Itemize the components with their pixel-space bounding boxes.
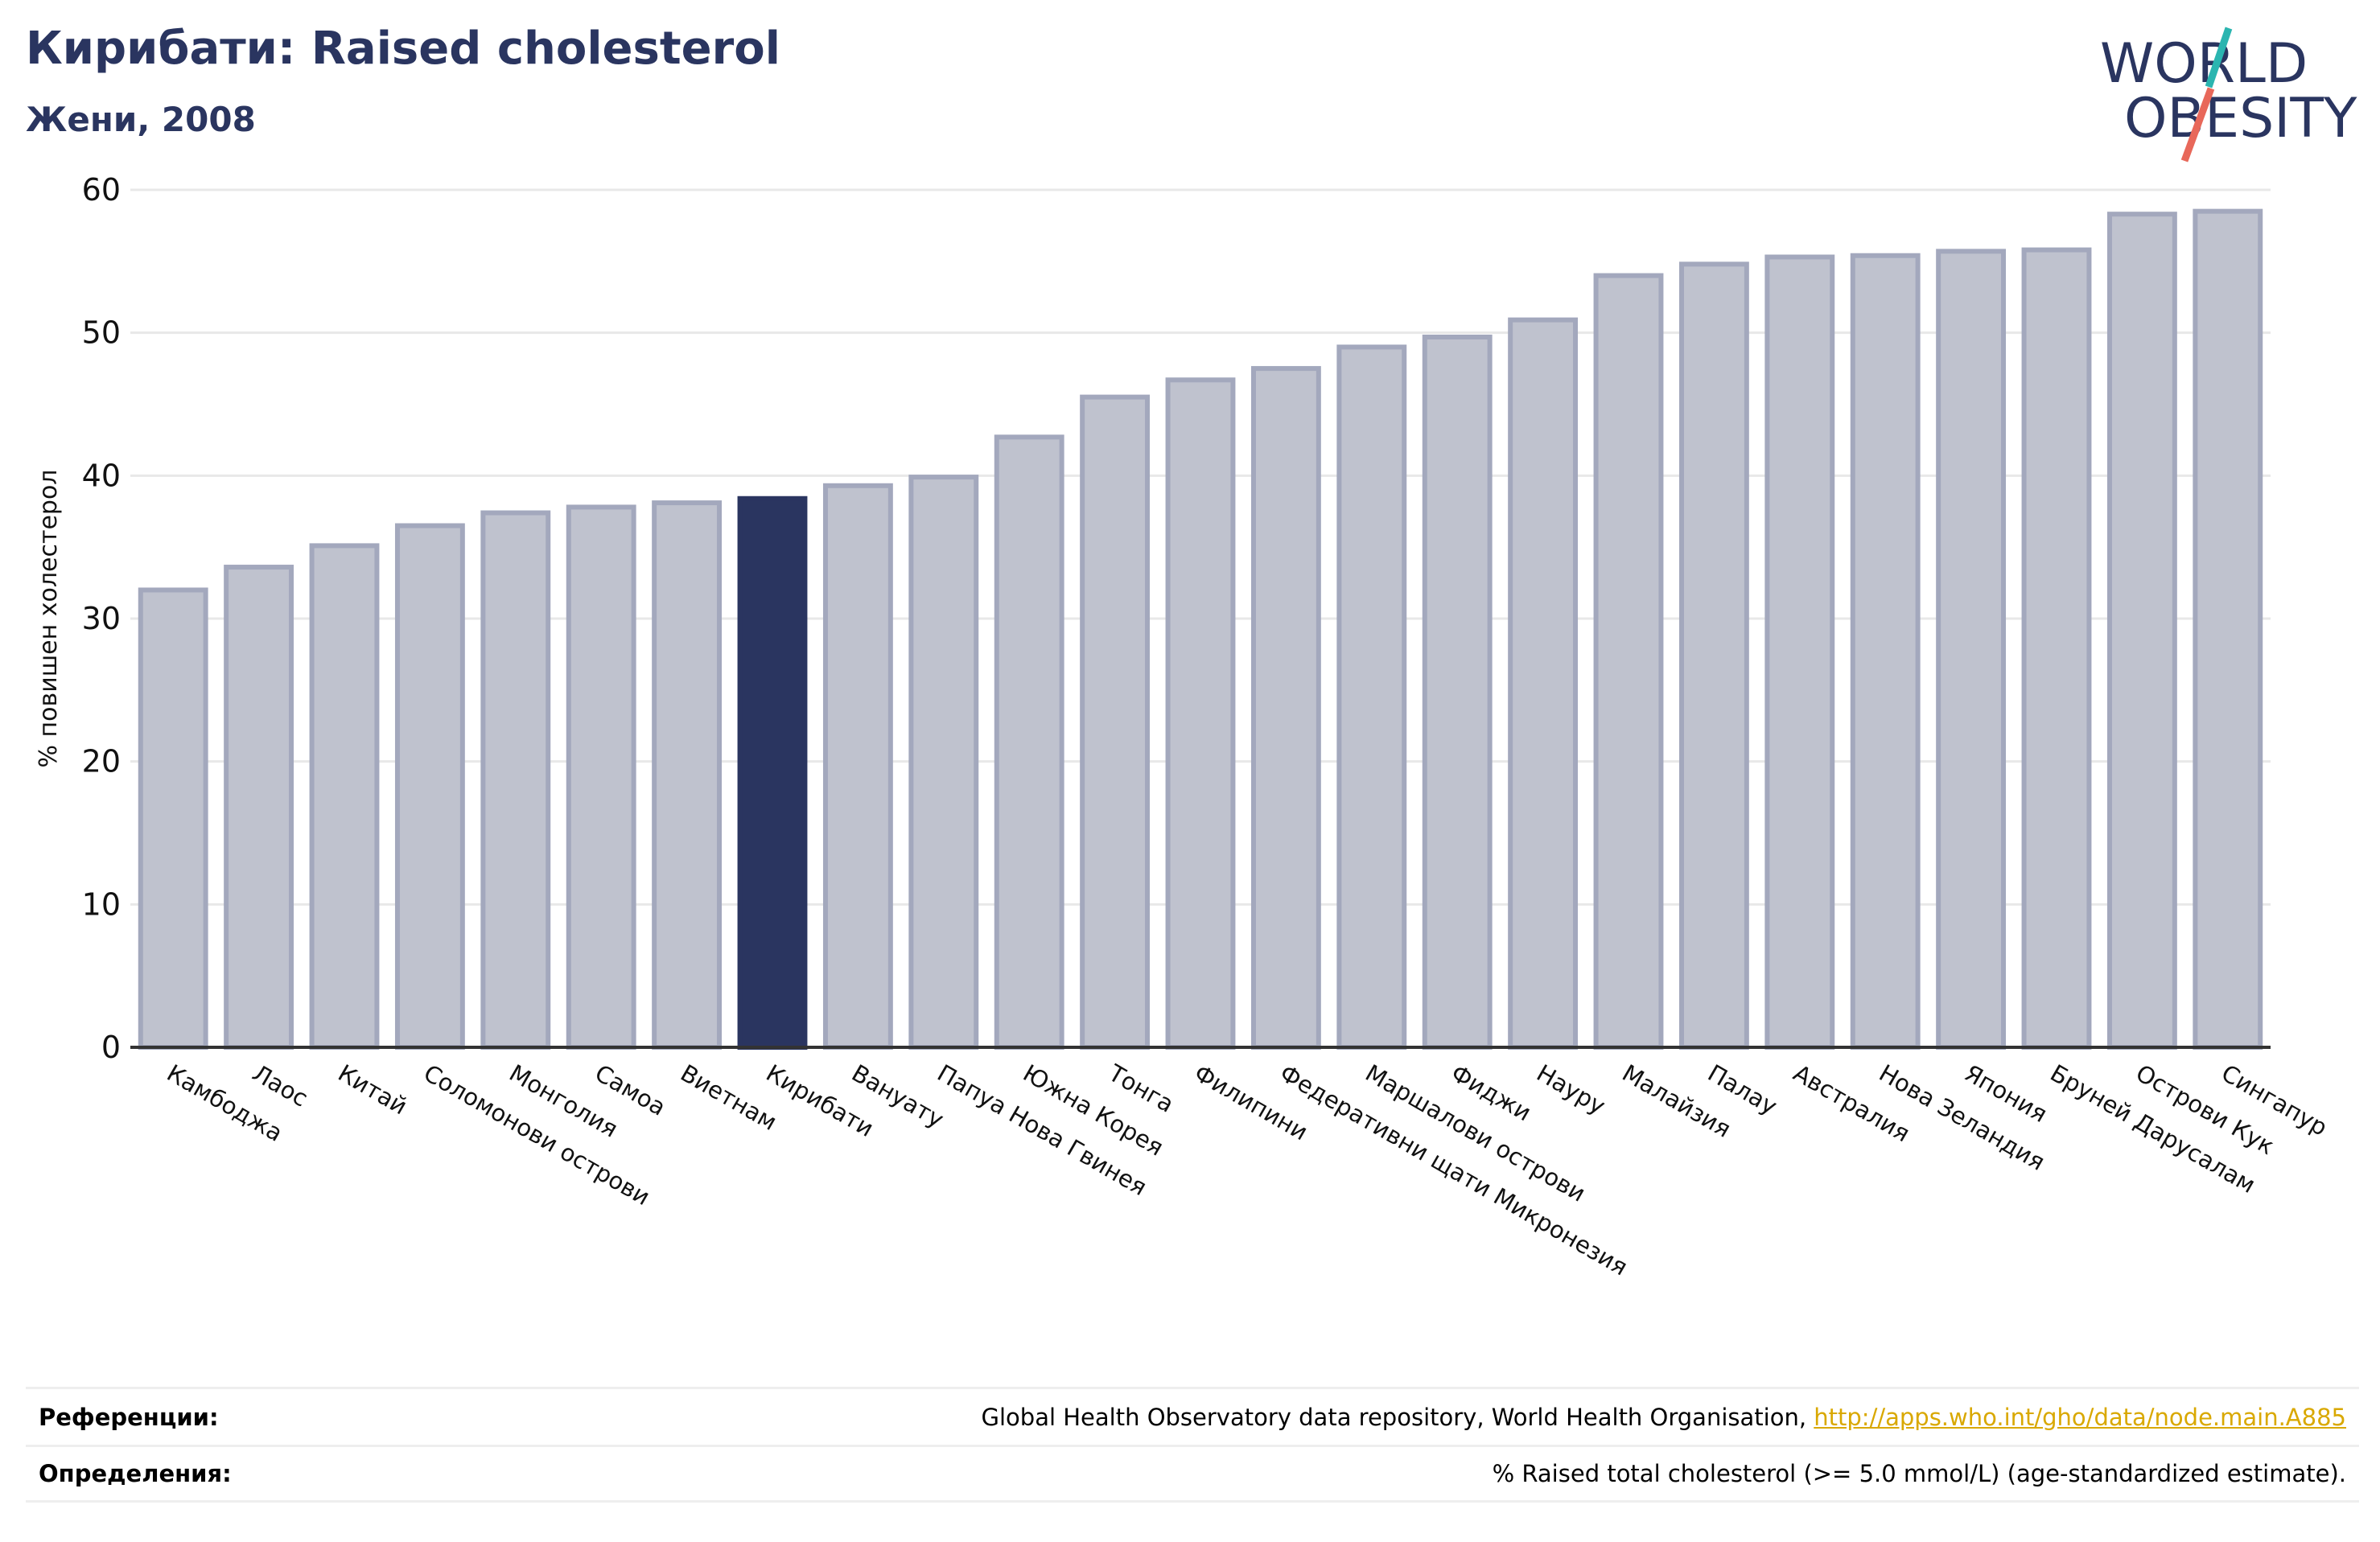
bar xyxy=(2193,208,2263,1050)
references-value: Global Health Observatory data repositor… xyxy=(982,1404,2346,1431)
bar xyxy=(2106,212,2177,1050)
bar xyxy=(1936,249,2007,1050)
bar xyxy=(1593,273,1664,1051)
definitions-label: Определения: xyxy=(39,1460,232,1487)
logo-text-world: WORLD xyxy=(2100,32,2308,96)
bar xyxy=(1080,394,1151,1051)
references-text: Global Health Observatory data repositor… xyxy=(981,1403,1807,1431)
x-tick-label: Виетнам xyxy=(676,1059,781,1136)
logo-slash-teal xyxy=(2205,27,2233,88)
bar xyxy=(1764,254,1835,1050)
y-tick-label: 30 xyxy=(82,601,121,636)
bar xyxy=(1678,261,1749,1050)
references-link[interactable]: http://apps.who.int/gho/data/node.main.A… xyxy=(1814,1403,2346,1431)
bar xyxy=(138,587,208,1050)
bar xyxy=(309,543,380,1050)
bar xyxy=(480,510,551,1050)
bar xyxy=(737,495,808,1050)
bar xyxy=(1850,253,1921,1050)
references-label: Референции: xyxy=(39,1403,219,1431)
references-row: Референции: Global Health Observatory da… xyxy=(26,1387,2359,1445)
y-tick-label: 10 xyxy=(82,886,121,922)
bar xyxy=(994,434,1064,1050)
y-tick-label: 50 xyxy=(82,315,121,351)
definitions-row: Определения: % Raised total cholesterol … xyxy=(26,1445,2359,1503)
chart-title: Кирибати: Raised cholesterol xyxy=(26,23,780,75)
chart-subtitle: Жени, 2008 xyxy=(26,100,256,139)
logo-text-obesity: OBESITY xyxy=(2124,87,2357,150)
world-obesity-logo: WORLD OBESITY xyxy=(2100,27,2357,162)
definitions-text: % Raised total cholesterol (>= 5.0 mmol/… xyxy=(1492,1460,2346,1487)
bar xyxy=(1422,334,1493,1051)
bar xyxy=(1165,377,1236,1050)
x-tick-label: Китай xyxy=(334,1059,412,1121)
bar xyxy=(566,504,636,1050)
y-tick-label: 60 xyxy=(82,172,121,208)
bar xyxy=(224,565,294,1050)
x-tick-label: Науру xyxy=(1532,1059,1610,1121)
bar xyxy=(1508,317,1579,1050)
bar xyxy=(394,523,465,1050)
bar xyxy=(2021,247,2092,1050)
bar xyxy=(1336,344,1407,1050)
y-tick-label: 20 xyxy=(82,744,121,779)
y-tick-label: 40 xyxy=(82,458,121,493)
bar xyxy=(1250,366,1321,1051)
bar xyxy=(652,500,723,1050)
bar xyxy=(908,475,979,1050)
y-tick-label: 0 xyxy=(101,1030,121,1065)
y-axis-label: % повишен холестерол xyxy=(35,470,63,768)
bar xyxy=(822,483,893,1050)
logo-slash-coral xyxy=(2180,87,2215,162)
x-tick-label: Лаос xyxy=(248,1059,312,1112)
